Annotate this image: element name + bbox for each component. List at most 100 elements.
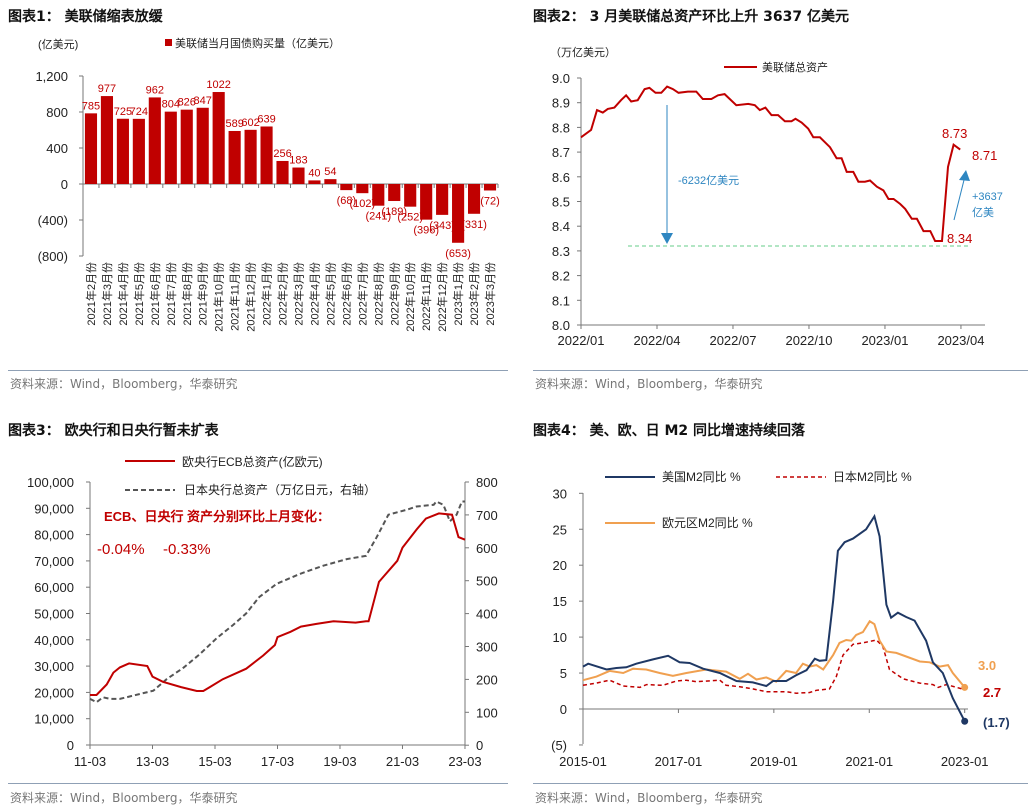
us-m2-line xyxy=(582,513,966,722)
x-tick-label: 21-03 xyxy=(386,754,419,769)
x-tick-label: 2021-01 xyxy=(845,754,893,769)
bar xyxy=(276,160,289,184)
x-tick-label: 2021年5月份 xyxy=(132,262,146,326)
y-tick-label: 8.9 xyxy=(552,96,570,111)
data-label: 54 xyxy=(324,166,336,178)
y-tick-label-right: 300 xyxy=(476,640,498,655)
bar xyxy=(196,107,209,184)
data-label: 183 xyxy=(289,155,307,167)
x-tick-label: 2023/04 xyxy=(937,333,984,348)
y-tick-label: 8.6 xyxy=(552,170,570,185)
x-tick-label: 2023年1月份 xyxy=(451,262,465,326)
chart2-source: 资料来源：Wind，Bloomberg，华泰研究 xyxy=(535,377,763,391)
data-label: (241) xyxy=(365,211,391,223)
data-label: 1022 xyxy=(206,79,230,91)
annotation-headline: ECB、日央行 资产分别环比上月变化： xyxy=(104,509,330,524)
y-tick-label-right: 800 xyxy=(476,475,498,490)
rise-arrow xyxy=(953,179,965,221)
data-label: (343) xyxy=(429,220,455,232)
y-tick-label: 400 xyxy=(46,141,68,156)
x-tick-label: 13-03 xyxy=(136,754,169,769)
x-tick-label: 2022/04 xyxy=(633,333,680,348)
bar xyxy=(404,184,417,207)
y-tick-label-right: 500 xyxy=(476,574,498,589)
bar xyxy=(132,118,145,184)
bar xyxy=(420,184,433,220)
data-label: (653) xyxy=(445,248,471,260)
x-tick-label: 2017-01 xyxy=(655,754,703,769)
bar xyxy=(308,180,321,184)
rise-label: 亿美 xyxy=(972,206,994,219)
bar xyxy=(116,118,129,184)
divider xyxy=(533,783,1028,784)
y-tick-label: 1,200 xyxy=(35,69,68,84)
y-tick-label: 80,000 xyxy=(34,528,74,543)
x-tick-label: 2023-01 xyxy=(941,754,989,769)
y-tick-label: 40,000 xyxy=(34,633,74,648)
chart1-title: 图表1： 美联储缩表放缓 xyxy=(8,9,163,25)
y-tick-label: 15 xyxy=(553,594,567,609)
bar xyxy=(356,184,369,194)
x-tick-label: 2021年6月份 xyxy=(148,262,162,326)
y-tick-label-right: 600 xyxy=(476,541,498,556)
ecb-change-label: -0.04% xyxy=(97,541,145,558)
y-tick-label: 10 xyxy=(553,630,567,645)
x-tick-label: 2021年12月份 xyxy=(244,262,258,332)
y-tick-label: 8.3 xyxy=(552,244,570,259)
chart4-title: 图表4： 美、欧、日 M2 同比增速持续回落 xyxy=(533,423,806,439)
y-tick-label: 9.0 xyxy=(552,71,570,86)
x-tick-label: 15-03 xyxy=(198,754,231,769)
x-tick-label: 2022年12月份 xyxy=(435,262,449,332)
divider xyxy=(533,370,1028,371)
x-tick-label: 2022年3月份 xyxy=(291,262,305,326)
bar xyxy=(100,96,114,184)
data-label: (68) xyxy=(337,195,357,207)
x-tick-label: 2023年2月份 xyxy=(467,262,481,326)
data-label: 785 xyxy=(82,100,100,112)
bar xyxy=(292,167,305,184)
bar xyxy=(324,179,337,184)
last-label: 8.71 xyxy=(972,148,997,163)
x-tick-label: 2022/01 xyxy=(558,333,605,348)
y-tick-label: (5) xyxy=(551,738,567,753)
bar xyxy=(164,111,177,184)
data-label: (331) xyxy=(461,219,487,231)
y-tick-label: 8.2 xyxy=(552,269,570,284)
x-tick-label: 2022年5月份 xyxy=(323,262,337,326)
japan-end-label: 2.7 xyxy=(983,685,1001,700)
y-tick-label: (400) xyxy=(38,213,68,228)
bar xyxy=(483,184,497,191)
data-label: 847 xyxy=(194,95,212,107)
y-tick-label: 0 xyxy=(67,738,74,753)
y-tick-label: 90,000 xyxy=(34,501,74,516)
euro-end-label: 3.0 xyxy=(978,658,996,673)
boj-change-label: -0.33% xyxy=(163,541,211,558)
y-tick-label: 8.5 xyxy=(552,195,570,210)
legend-label: 欧央行ECB总资产(亿欧元) xyxy=(182,454,323,469)
y-tick-label-right: 400 xyxy=(476,607,498,622)
y-tick-label: 10,000 xyxy=(34,712,74,727)
ecb-assets-line xyxy=(90,512,466,696)
bar xyxy=(84,113,98,184)
bar xyxy=(260,126,273,184)
legend-label: 欧元区M2同比 % xyxy=(662,516,753,530)
x-tick-label: 2023/01 xyxy=(861,333,908,348)
x-tick-label: 2019-01 xyxy=(750,754,798,769)
fed-assets-line xyxy=(580,85,961,242)
boj-assets-line xyxy=(89,500,465,704)
y-unit-label: (亿美元) xyxy=(38,38,78,51)
x-tick-label: 2022年4月份 xyxy=(307,262,321,326)
data-label: (189) xyxy=(381,206,407,218)
data-label: 639 xyxy=(257,113,275,125)
x-tick-label: 2023年3月份 xyxy=(483,262,497,326)
y-tick-label: 8.4 xyxy=(552,219,570,234)
y-tick-label: 30,000 xyxy=(34,659,74,674)
peak-label: 8.73 xyxy=(942,126,967,141)
bar xyxy=(228,130,241,184)
x-tick-label: 2022年11月份 xyxy=(419,262,433,331)
y-tick-label: 30 xyxy=(553,486,567,501)
y-tick-label: 50,000 xyxy=(34,607,74,622)
data-label: 589 xyxy=(225,118,243,130)
data-label: 804 xyxy=(162,99,180,111)
